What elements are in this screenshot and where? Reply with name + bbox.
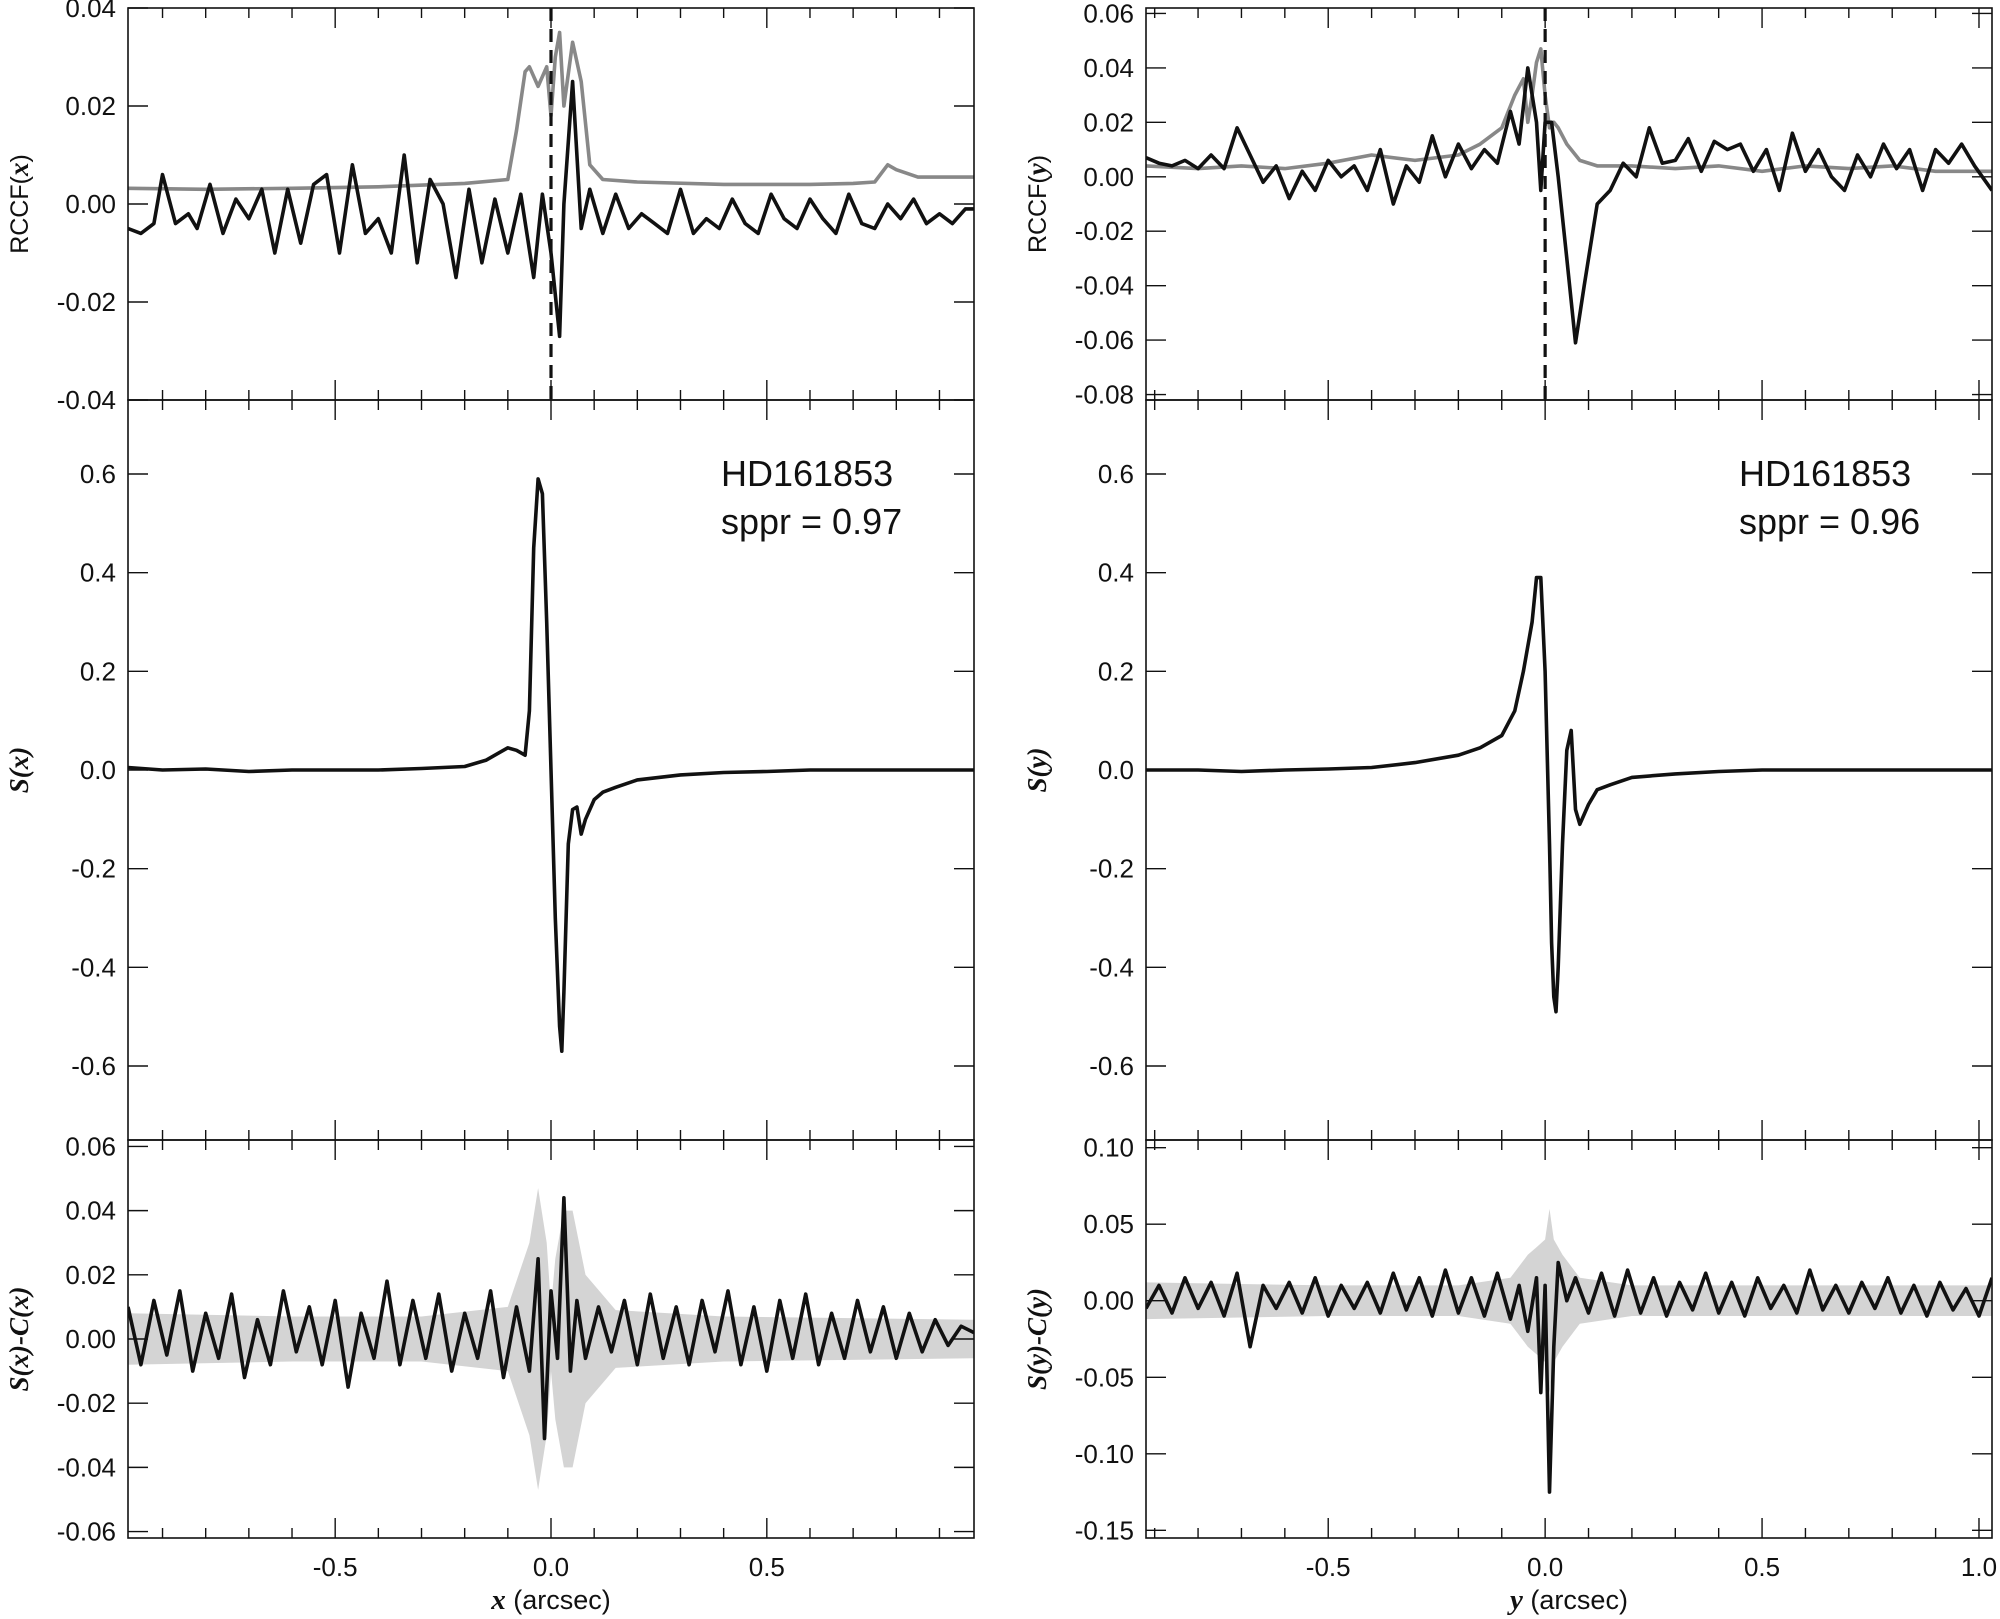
uncertainty-band bbox=[128, 1188, 974, 1490]
series-line-2 bbox=[1146, 66, 1992, 345]
panel-right-middle: 0.6 0.4 0.2 0.0 -0.2 -0.4 -0.6 S(y) HD161853 sppr… bbox=[1022, 399, 1993, 1141]
y-axis-label: RCCF(y) bbox=[1022, 155, 1052, 253]
series-line-1 bbox=[128, 30, 974, 192]
y-axis-label: S(y)-C(y) bbox=[1022, 1288, 1052, 1390]
plot-area bbox=[1146, 575, 1992, 1014]
y-tick-label: 0.0 bbox=[1098, 755, 1134, 785]
x-tick-label: 0.5 bbox=[749, 1552, 785, 1582]
plot-area bbox=[1146, 1208, 1992, 1494]
y-tick-label: 0.02 bbox=[65, 1260, 116, 1290]
y-tick-label: -0.05 bbox=[1075, 1362, 1134, 1392]
x-axis-label: y (arcsec) bbox=[1507, 1584, 1628, 1616]
panel-left-bottom: 0.06 0.04 0.02 0.00 -0.02 -0.04 -0.06 -0.5 0.0 0.… bbox=[4, 1131, 975, 1616]
plot-area bbox=[128, 477, 974, 1053]
x-tick-label: -0.5 bbox=[1306, 1552, 1351, 1582]
y-tick-label: 0.2 bbox=[1098, 656, 1134, 686]
y-tick-label: -0.06 bbox=[1075, 325, 1134, 355]
y-tick-label: 0.2 bbox=[80, 656, 116, 686]
uncertainty-band bbox=[1146, 1208, 1992, 1393]
y-tick-label: 0.00 bbox=[1083, 1286, 1134, 1316]
series-line-1 bbox=[1146, 47, 1992, 174]
star-name-annotation: HD161853 bbox=[721, 453, 893, 494]
series-line-1 bbox=[1146, 575, 1992, 1014]
panel-left-top: 0.04 0.02 0.00 -0.02 -0.04 RCCF(x) bbox=[4, 0, 975, 415]
y-tick-label: 0.00 bbox=[1083, 162, 1134, 192]
axes-frame bbox=[1145, 1139, 1993, 1539]
y-tick-label: 0.05 bbox=[1083, 1209, 1134, 1239]
y-tick-label: 0.06 bbox=[65, 1131, 116, 1161]
y-tick-label: 0.00 bbox=[65, 1324, 116, 1354]
y-tick-label: -0.4 bbox=[71, 952, 116, 982]
y-tick-label: -0.04 bbox=[57, 1452, 116, 1482]
y-tick-label: -0.6 bbox=[1089, 1051, 1134, 1081]
y-tick-label: 0.02 bbox=[1083, 107, 1134, 137]
y-axis-label: S(x)-C(x) bbox=[4, 1287, 34, 1392]
y-tick-label: -0.04 bbox=[1075, 271, 1134, 301]
y-tick-label: 0.04 bbox=[65, 0, 116, 23]
x-tick-label: 0.5 bbox=[1744, 1552, 1780, 1582]
plot-area bbox=[1146, 47, 1992, 345]
y-tick-label: 0.10 bbox=[1083, 1133, 1134, 1163]
y-tick-label: 0.6 bbox=[1098, 459, 1134, 489]
y-tick-label: -0.02 bbox=[57, 287, 116, 317]
x-axis-label: x (arcsec) bbox=[490, 1584, 611, 1616]
y-tick-label: 0.06 bbox=[1083, 0, 1134, 28]
y-tick-label: 0.0 bbox=[80, 755, 116, 785]
axes-frame bbox=[1145, 7, 1993, 401]
y-tick-label: -0.06 bbox=[57, 1517, 116, 1547]
sppr-annotation: sppr = 0.97 bbox=[721, 501, 902, 542]
y-tick-label: 0.04 bbox=[1083, 53, 1134, 83]
y-tick-label: 0.00 bbox=[65, 189, 116, 219]
x-tick-label: 0.0 bbox=[533, 1552, 569, 1582]
panel-right-bottom: 0.10 0.05 0.00 -0.05 -0.10 -0.15 -0.5 0.0 0.5 1.0… bbox=[1022, 1133, 1997, 1616]
y-tick-label: -0.4 bbox=[1089, 952, 1134, 982]
series-line-1 bbox=[1146, 1260, 1992, 1494]
plot-area bbox=[128, 1188, 974, 1490]
y-tick-label: -0.08 bbox=[1075, 380, 1134, 410]
y-tick-label: 0.02 bbox=[65, 91, 116, 121]
y-tick-label: -0.2 bbox=[71, 854, 116, 884]
x-tick-label: 1.0 bbox=[1961, 1552, 1997, 1582]
series-line-1 bbox=[128, 477, 974, 1053]
panel-right-top: 0.06 0.04 0.02 0.00 -0.02 -0.04 -0.06 -0.08 RCCF… bbox=[1022, 0, 1993, 410]
y-tick-label: 0.4 bbox=[1098, 558, 1134, 588]
y-tick-label: 0.4 bbox=[80, 558, 116, 588]
y-tick-label: -0.15 bbox=[1075, 1515, 1134, 1545]
y-axis-label: S(x) bbox=[4, 747, 34, 794]
x-tick-label: 0.0 bbox=[1527, 1552, 1563, 1582]
plot-area bbox=[128, 30, 974, 339]
panel-left-middle: 0.6 0.4 0.2 0.0 -0.2 -0.4 -0.6 S(x) HD161853 sppr… bbox=[4, 399, 975, 1141]
y-tick-label: 0.04 bbox=[65, 1196, 116, 1226]
y-axis-label: S(y) bbox=[1022, 748, 1052, 793]
y-tick-label: -0.6 bbox=[71, 1051, 116, 1081]
x-tick-label: -0.5 bbox=[313, 1552, 358, 1582]
y-tick-label: -0.02 bbox=[57, 1388, 116, 1418]
y-tick-label: -0.04 bbox=[57, 385, 116, 415]
sppr-annotation: sppr = 0.96 bbox=[1739, 501, 1920, 542]
series-line-1 bbox=[128, 1196, 974, 1441]
series-line-2 bbox=[128, 79, 974, 339]
y-tick-label: -0.02 bbox=[1075, 216, 1134, 246]
y-tick-label: -0.2 bbox=[1089, 854, 1134, 884]
star-name-annotation: HD161853 bbox=[1739, 453, 1911, 494]
y-tick-label: 0.6 bbox=[80, 459, 116, 489]
y-axis-label: RCCF(x) bbox=[4, 154, 34, 254]
y-tick-label: -0.10 bbox=[1075, 1439, 1134, 1469]
